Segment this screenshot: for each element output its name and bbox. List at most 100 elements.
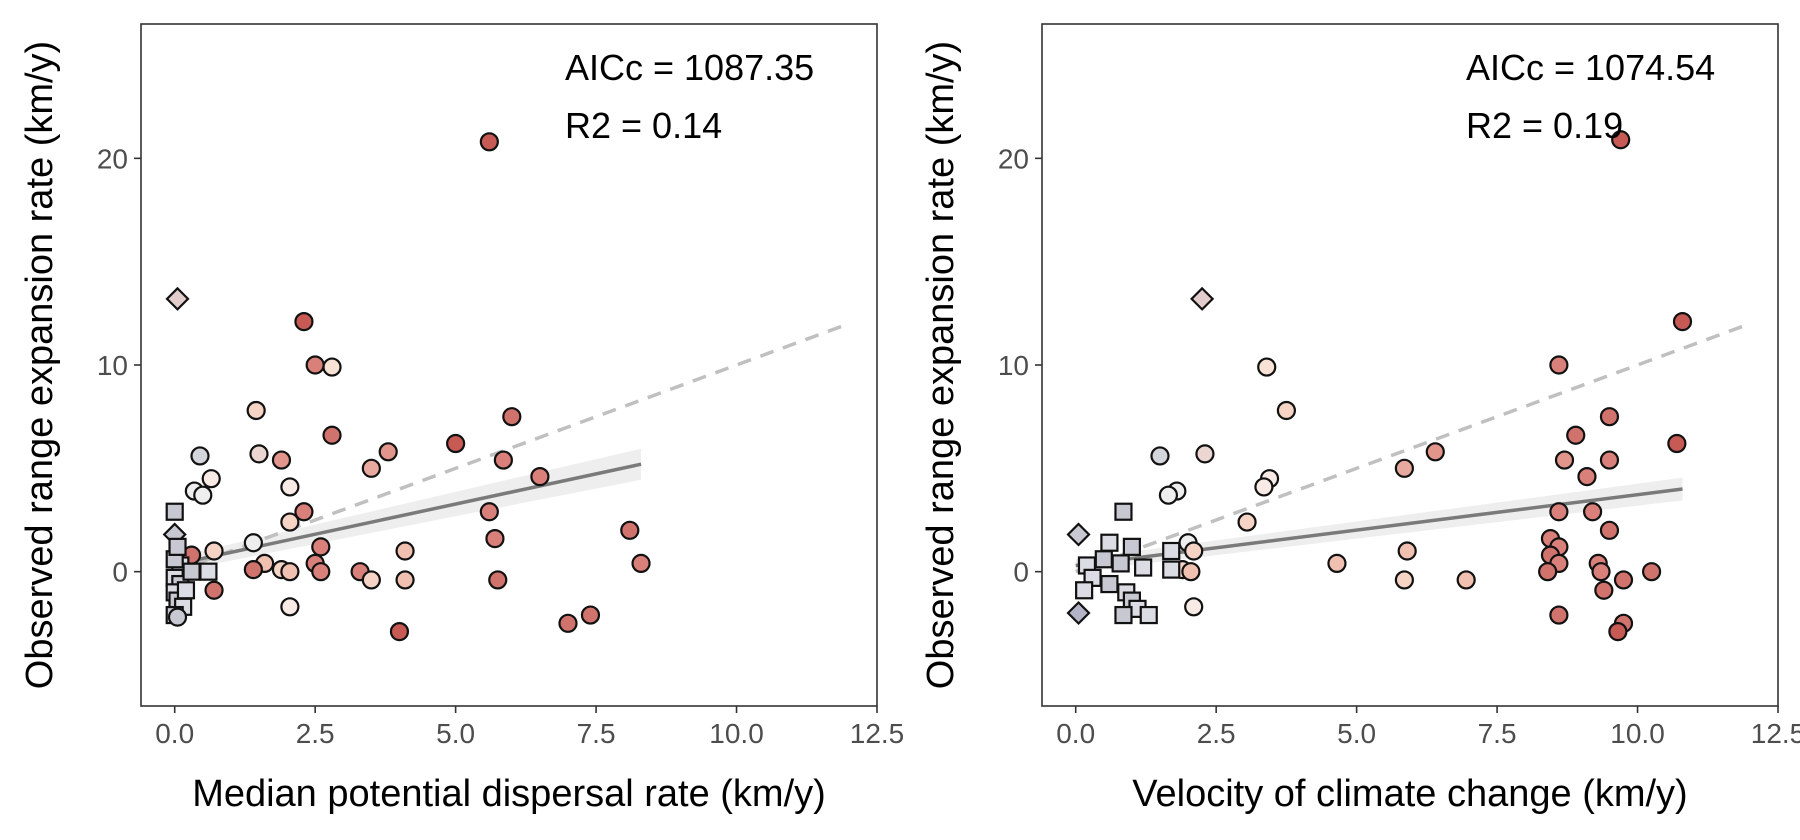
data-point — [1613, 570, 1634, 590]
scatter-points — [162, 132, 651, 642]
x-tick-label: 0.0 — [155, 718, 194, 749]
data-point — [311, 537, 331, 557]
data-point — [243, 559, 263, 580]
data-point — [1566, 425, 1586, 445]
data-point — [322, 357, 342, 377]
data-point — [249, 444, 269, 464]
data-point — [311, 562, 331, 582]
y-tick-label: 0 — [112, 557, 128, 588]
data-point — [361, 458, 381, 478]
data-point — [389, 621, 410, 642]
data-point — [395, 570, 415, 590]
data-point — [246, 400, 266, 421]
data-point — [204, 541, 224, 561]
data-point — [1066, 600, 1091, 626]
data-point — [176, 581, 196, 600]
x-tick-label: 5.0 — [1337, 718, 1376, 749]
data-point — [1549, 605, 1569, 625]
data-point — [1672, 312, 1693, 332]
data-point — [1538, 562, 1558, 582]
data-point — [1599, 450, 1620, 470]
y-axis-title: Observed range expansion rate (km/y) — [920, 41, 962, 689]
data-point — [1158, 485, 1179, 505]
x-tick-label: 5.0 — [436, 718, 475, 749]
x-tick-label: 7.5 — [1478, 718, 1517, 749]
data-point — [1066, 522, 1091, 547]
x-axis-title: Median potential dispersal rate (km/y) — [192, 773, 826, 815]
data-point — [199, 562, 218, 581]
data-point — [322, 425, 342, 445]
data-point — [580, 605, 601, 625]
y-tick-label: 20 — [97, 143, 128, 174]
data-point — [280, 597, 300, 617]
data-point — [1195, 444, 1215, 464]
y-tick-label: 20 — [998, 143, 1029, 174]
data-point — [378, 442, 398, 462]
data-point — [485, 528, 505, 549]
data-point — [1100, 533, 1119, 552]
x-tick-label: 2.5 — [296, 718, 335, 749]
data-point — [1397, 541, 1417, 561]
data-point — [1162, 560, 1181, 579]
data-point — [1599, 520, 1620, 540]
x-tick-label: 10.0 — [709, 718, 764, 749]
aicc-annotation: AICc = 1087.35 — [565, 47, 814, 88]
data-point — [280, 562, 300, 582]
data-point — [1425, 442, 1445, 462]
data-point — [1190, 286, 1215, 311]
data-point — [1394, 458, 1414, 478]
data-point — [1111, 554, 1130, 573]
data-point — [631, 553, 651, 574]
data-point — [1254, 477, 1274, 497]
data-point — [1075, 581, 1094, 600]
data-point — [1667, 433, 1687, 454]
data-point — [1549, 355, 1569, 375]
data-point — [1608, 621, 1628, 642]
r2-annotation: R2 = 0.19 — [1466, 105, 1623, 146]
data-point — [1162, 541, 1181, 561]
y-tick-label: 10 — [998, 350, 1029, 381]
data-point — [201, 469, 221, 489]
data-point — [1184, 597, 1204, 617]
data-point — [1594, 580, 1614, 600]
x-tick-label: 10.0 — [1610, 718, 1665, 749]
data-point — [1599, 407, 1620, 427]
data-point — [1100, 574, 1119, 594]
data-point — [294, 502, 314, 522]
data-point — [558, 613, 578, 633]
data-point — [1237, 512, 1257, 532]
y-axis-title: Observed range expansion rate (km/y) — [19, 41, 61, 689]
x-axis-title: Velocity of climate change (km/y) — [1132, 773, 1687, 815]
y-tick-label: 0 — [1013, 557, 1029, 588]
data-point — [271, 450, 292, 470]
x-tick-label: 2.5 — [1197, 718, 1236, 749]
data-point — [190, 446, 210, 466]
left-panel: 0.0 2.5 5.0 7.5 10.0 12.5 0 10 20 AICc = 1087.35… — [19, 23, 905, 815]
data-point — [1257, 357, 1277, 377]
data-point — [361, 570, 381, 590]
data-point — [280, 477, 300, 497]
data-point — [1591, 562, 1611, 582]
data-point — [1456, 570, 1476, 590]
data-point — [493, 450, 513, 470]
data-point — [165, 286, 190, 311]
data-point — [1276, 400, 1296, 421]
data-point — [1139, 605, 1158, 625]
data-point — [479, 132, 499, 152]
x-tick-label: 12.5 — [1751, 718, 1800, 749]
data-point — [1327, 553, 1347, 574]
data-point — [243, 533, 263, 553]
data-point — [193, 485, 213, 505]
r2-annotation: R2 = 0.14 — [565, 105, 722, 146]
data-point — [620, 520, 640, 540]
scatter-points — [1066, 130, 1693, 642]
data-point — [1611, 130, 1631, 150]
data-point — [488, 570, 508, 590]
aicc-annotation: AICc = 1074.54 — [1466, 47, 1715, 88]
data-point — [1134, 558, 1153, 577]
x-tick-label: 12.5 — [850, 718, 905, 749]
data-point — [1582, 502, 1603, 522]
data-point — [1641, 562, 1662, 582]
right-panel: 0.0 2.5 5.0 7.5 10.0 12.5 0 10 20 AICc = 1074.54… — [920, 23, 1800, 815]
